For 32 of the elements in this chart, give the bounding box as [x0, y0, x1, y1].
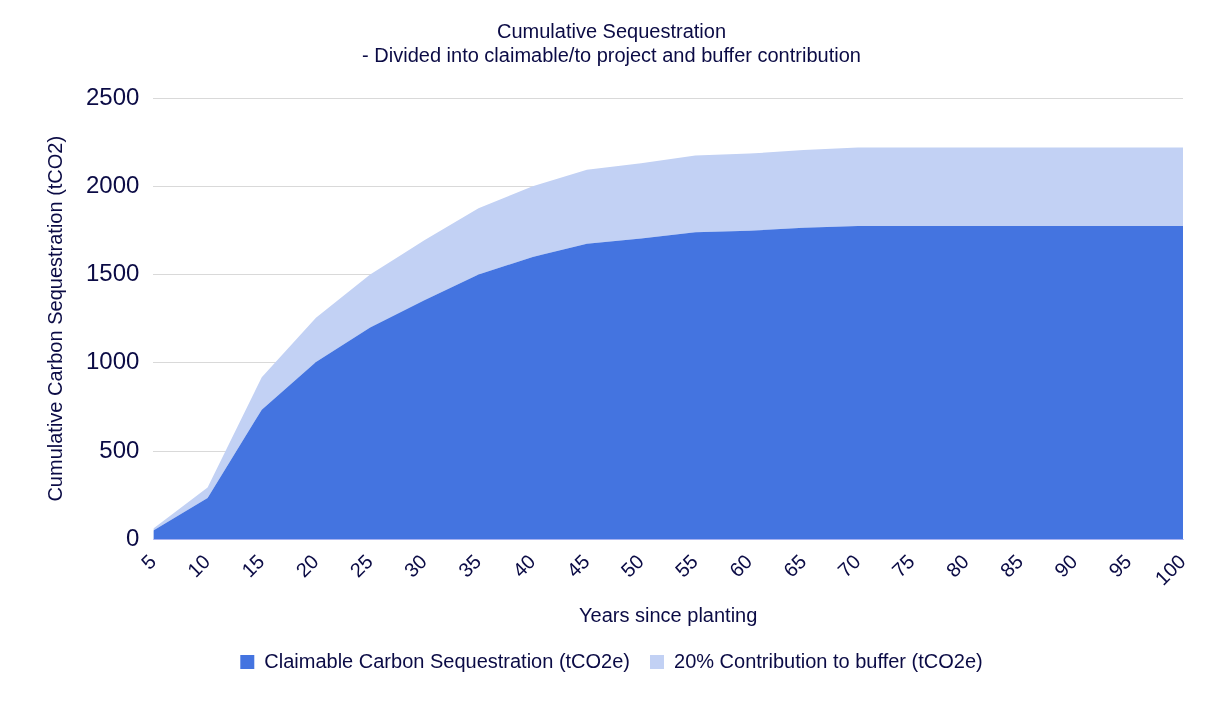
x-tick-label: 5 — [136, 550, 161, 574]
x-tick-label: 40 — [508, 550, 540, 582]
y-tick-label: 1500 — [86, 259, 140, 287]
x-tick-label: 35 — [453, 550, 486, 582]
x-tick-label: 80 — [941, 550, 973, 582]
x-tick-label: 100 — [1150, 550, 1190, 590]
x-tick-label: 85 — [995, 550, 1028, 582]
y-tick-label: 500 — [99, 435, 140, 463]
text: - Divided into claimable/to project and buffer contribution — [362, 43, 861, 66]
y-axis-title: Cumulative Carbon Sequestration (tCO2) — [43, 135, 66, 502]
x-tick-label: 20 — [291, 550, 323, 582]
x-tick-label: 95 — [1104, 550, 1136, 582]
x-tick-label: 55 — [670, 550, 703, 582]
x-tick-label: 50 — [616, 550, 648, 582]
y-tick-label: 0 — [126, 524, 140, 552]
x-tick-label: 65 — [779, 550, 811, 582]
y-tick-label: 1000 — [86, 347, 140, 375]
x-tick-label: 15 — [237, 550, 269, 582]
x-tick-label: 60 — [724, 550, 757, 582]
x-tick-label: 25 — [345, 550, 377, 582]
y-tick-label: 2000 — [86, 170, 140, 198]
legend-label: Claimable Carbon Sequestration (tCO2e) — [264, 649, 631, 672]
x-tick-label: 45 — [562, 550, 594, 582]
x-tick-label: 30 — [399, 550, 432, 582]
text: Cumulative Sequestration — [496, 19, 727, 42]
legend-label: 20% Contribution to buffer (tCO2e) — [674, 649, 983, 672]
x-tick-label: 90 — [1050, 550, 1082, 582]
x-tick-label: 75 — [887, 550, 919, 582]
x-axis-title: Years since planting — [579, 603, 758, 626]
y-tick-label: 2500 — [86, 82, 140, 110]
x-tick-label: 70 — [833, 550, 865, 582]
x-tick-label: 10 — [183, 550, 215, 582]
